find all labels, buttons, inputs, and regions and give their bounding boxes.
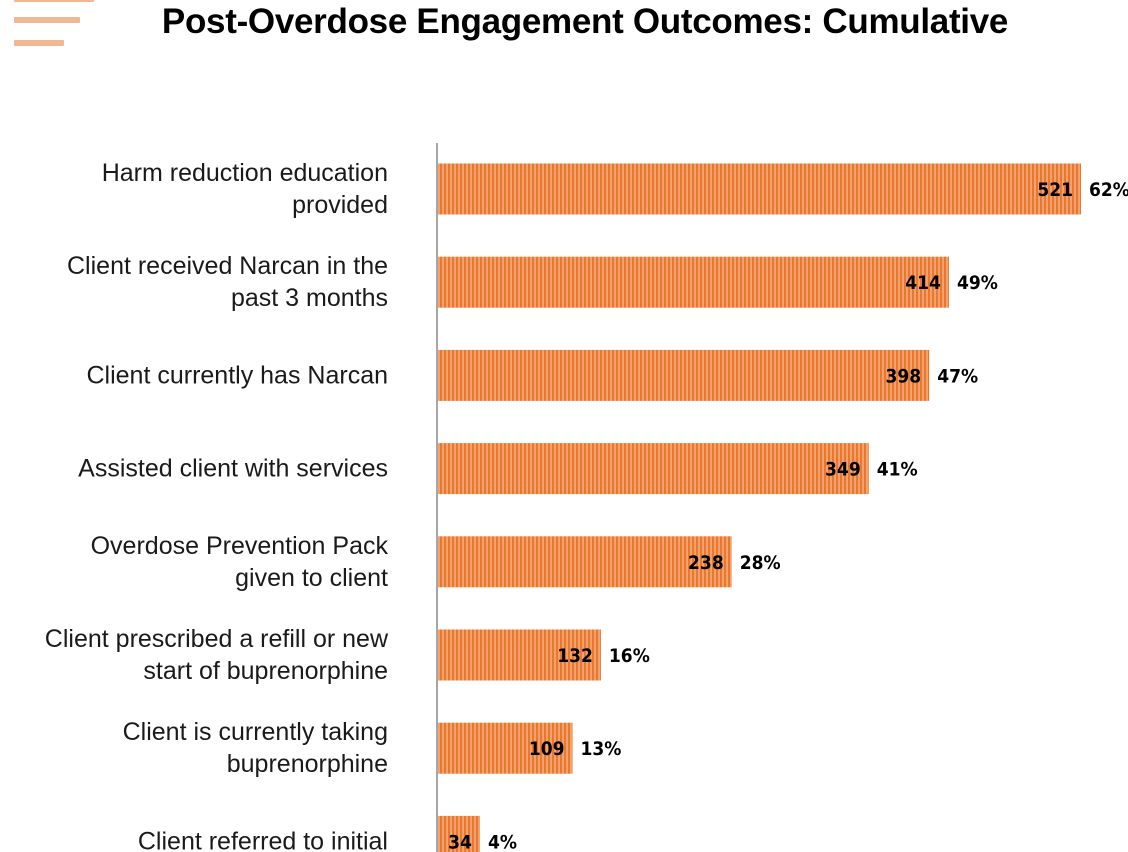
menu-line-2 — [14, 17, 80, 23]
category-label: Client currently has Narcan — [86, 361, 388, 389]
category-label: buprenorphine — [227, 750, 388, 778]
bar-value-label: 109 — [529, 738, 565, 760]
bar-percent-label: 4% — [488, 831, 517, 852]
menu-line-3 — [14, 40, 64, 46]
bar-percent-label: 16% — [609, 645, 650, 667]
bar-value-label: 132 — [557, 645, 593, 667]
bar-percent-label: 41% — [877, 459, 918, 481]
bar-value-label: 349 — [825, 459, 861, 481]
category-label: past 3 months — [231, 284, 388, 312]
bar-value-label: 34 — [448, 831, 472, 852]
category-label: Client prescribed a refill or new — [45, 625, 389, 653]
bar-percent-label: 28% — [740, 552, 781, 574]
bar — [438, 536, 732, 588]
bar — [438, 722, 573, 774]
bar — [438, 256, 949, 308]
category-label: provided — [292, 191, 388, 219]
category-label: Client received Narcan in the — [67, 252, 388, 280]
bar-value-label: 521 — [1037, 179, 1073, 201]
bar — [438, 815, 480, 852]
category-label: Assisted client with services — [78, 455, 388, 483]
bar — [438, 163, 1081, 215]
bar-value-label: 398 — [886, 365, 922, 387]
hamburger-icon[interactable] — [14, 0, 94, 50]
bar-percent-label: 47% — [937, 365, 978, 387]
page-title: Post-Overdose Engagement Outcomes: Cumul… — [161, 2, 1009, 41]
category-label: given to client — [235, 564, 388, 592]
category-label: Client is currently taking — [123, 718, 388, 746]
bar — [438, 349, 930, 401]
category-label: Client referred to initial — [138, 827, 388, 852]
category-label: start of buprenorphine — [143, 657, 388, 685]
menu-line-1 — [14, 0, 94, 2]
bar-value-label: 414 — [905, 272, 941, 294]
bar-percent-label: 49% — [957, 272, 998, 294]
category-label: Harm reduction education — [102, 159, 388, 187]
bar-percent-label: 62% — [1089, 179, 1128, 201]
bar-value-label: 238 — [688, 552, 724, 574]
category-label: Overdose Prevention Pack — [91, 532, 389, 560]
bar — [438, 629, 601, 681]
bar-percent-label: 13% — [581, 738, 622, 760]
bar — [438, 443, 869, 495]
